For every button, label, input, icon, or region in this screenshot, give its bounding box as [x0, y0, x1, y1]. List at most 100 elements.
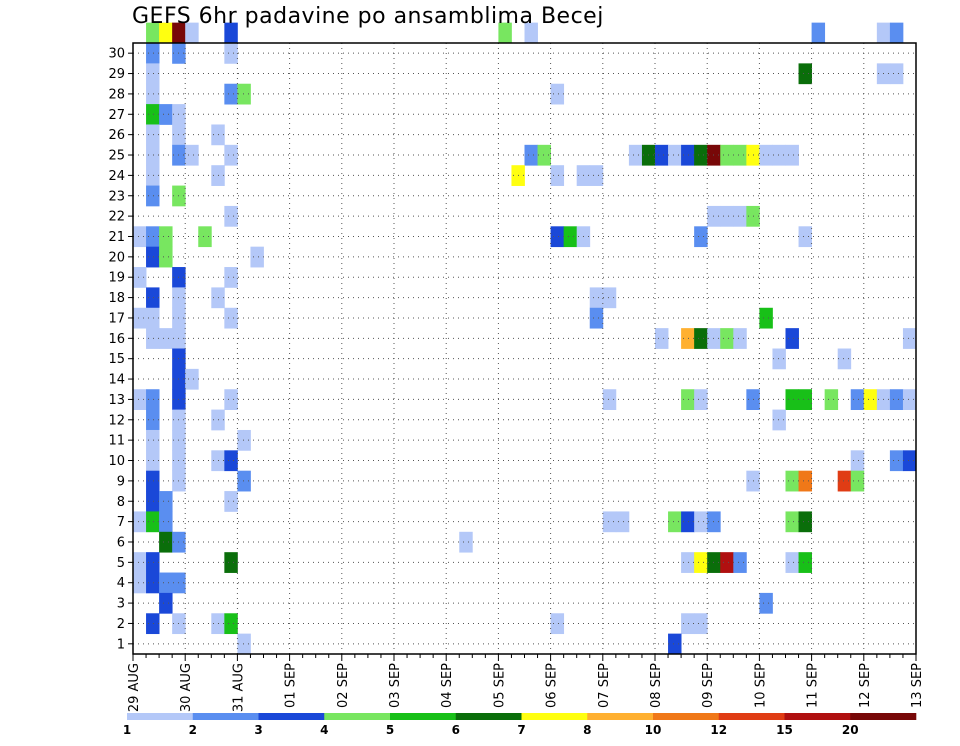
x-tick-label: 06 SEP	[545, 663, 560, 708]
heat-cell	[785, 144, 799, 166]
y-tick-label: 7	[117, 515, 125, 530]
heat-cell	[733, 328, 747, 349]
heat-cell	[133, 552, 147, 573]
heat-cell	[681, 328, 695, 349]
heat-cell	[668, 144, 682, 166]
heat-cell	[224, 22, 238, 44]
heat-cell	[889, 389, 904, 410]
heat-cell	[589, 307, 604, 329]
heat-cell	[224, 144, 238, 166]
heat-cell	[159, 511, 173, 533]
colorbar-swatch	[587, 713, 654, 720]
heat-cell	[602, 511, 617, 533]
heat-cell	[759, 144, 773, 166]
colorbar-swatch	[521, 713, 588, 720]
heat-cell	[224, 491, 238, 512]
heat-cell	[146, 22, 160, 44]
heat-cell	[498, 22, 512, 44]
heat-cell	[146, 491, 160, 512]
heat-cell	[889, 450, 904, 472]
heat-cell	[785, 328, 799, 349]
y-tick-label: 25	[108, 149, 125, 164]
y-tick-label: 15	[108, 352, 125, 367]
heat-cell	[889, 22, 904, 44]
y-tick-label: 21	[108, 230, 125, 245]
y-tick-label: 11	[108, 434, 125, 449]
heat-cell	[146, 83, 160, 105]
heat-cell	[237, 470, 251, 492]
heat-cell	[224, 205, 238, 227]
heat-cell	[798, 470, 812, 492]
heat-cell	[524, 144, 538, 166]
heat-cell	[550, 83, 565, 105]
heat-cell	[602, 287, 617, 309]
heat-cell	[550, 226, 565, 248]
heat-cell	[681, 613, 695, 635]
y-tick-label: 13	[108, 393, 125, 408]
x-tick-label: 08 SEP	[649, 663, 664, 708]
colorbar-swatch	[192, 713, 259, 720]
heat-cell	[798, 226, 812, 248]
heat-cell	[850, 389, 865, 410]
heat-cell	[146, 572, 160, 594]
heat-cell	[798, 511, 812, 533]
heat-cell	[837, 348, 852, 370]
heat-cell	[733, 552, 747, 573]
x-tick-label: 30 AUG	[179, 663, 194, 712]
y-tick-label: 2	[117, 617, 125, 632]
y-tick-label: 4	[117, 576, 125, 591]
heat-cell	[146, 104, 160, 125]
heat-cell	[224, 267, 238, 288]
heat-cell	[159, 531, 173, 553]
heat-cell	[537, 144, 551, 166]
x-tick-label: 31 AUG	[231, 663, 246, 712]
heat-cell	[146, 165, 160, 186]
heat-cell	[224, 83, 238, 105]
heat-cell	[785, 552, 799, 573]
x-tick-label: 07 SEP	[597, 663, 612, 708]
heat-cell	[224, 307, 238, 329]
y-tick-label: 16	[108, 332, 125, 347]
heat-cell	[146, 470, 160, 492]
y-tick-label: 6	[117, 535, 125, 550]
heat-cell	[159, 22, 173, 44]
heat-cell	[655, 144, 669, 166]
heat-cell	[237, 429, 251, 451]
heat-cell	[694, 613, 708, 635]
colorbar-swatch	[258, 713, 325, 720]
y-tick-label: 20	[108, 250, 125, 265]
x-tick-label: 11 SEP	[806, 663, 821, 708]
heat-cell	[902, 389, 917, 410]
heat-cell	[850, 450, 865, 472]
heat-cell	[720, 552, 734, 573]
heat-cell	[159, 592, 173, 614]
colorbar-label: 15	[776, 723, 793, 737]
y-tick-label: 12	[108, 413, 125, 428]
colorbar-label: 12	[710, 723, 727, 737]
heat-cell	[146, 246, 160, 268]
x-tick-label: 12 SEP	[858, 663, 873, 708]
heat-cell	[185, 22, 199, 44]
heat-cell	[863, 389, 878, 410]
heat-cell	[146, 389, 160, 410]
heat-cell	[694, 226, 708, 248]
heat-cell	[185, 144, 199, 166]
heat-cell	[798, 63, 812, 85]
x-tick-label: 04 SEP	[440, 663, 455, 708]
heat-cell	[237, 83, 251, 105]
heat-cell	[811, 22, 826, 44]
heat-cell	[146, 613, 160, 635]
colorbar-label: 1	[123, 723, 131, 737]
heat-cell	[628, 144, 643, 166]
heat-cell	[133, 511, 147, 533]
heat-cell	[159, 226, 173, 248]
heat-cell	[146, 552, 160, 573]
y-tick-label: 26	[108, 128, 125, 143]
heat-cell	[694, 144, 708, 166]
heat-cell	[681, 389, 695, 410]
heat-cell	[694, 328, 708, 349]
colorbar-label: 7	[517, 723, 525, 737]
y-tick-label: 8	[117, 495, 125, 510]
heat-cell	[146, 63, 160, 85]
